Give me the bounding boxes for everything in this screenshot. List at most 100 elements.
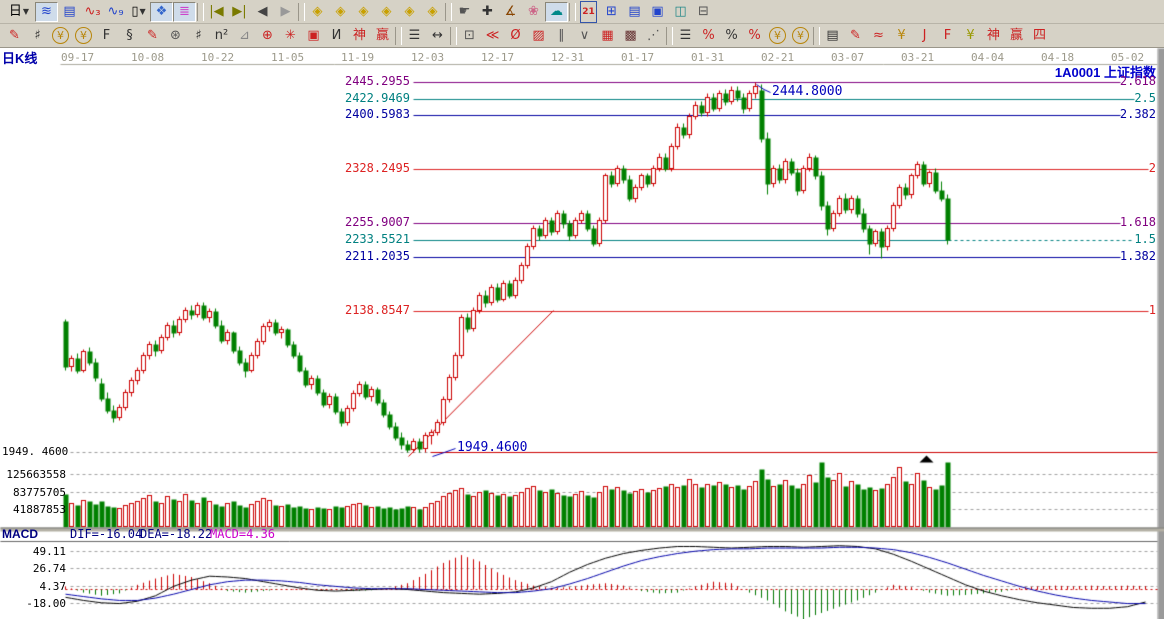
ink3-tool-icon[interactable]: ✎ bbox=[844, 26, 867, 46]
gold-circle-icon[interactable]: ¥ bbox=[49, 26, 72, 46]
macd-axis-label: -18.00 bbox=[26, 597, 66, 610]
wave9-icon[interactable]: ∿₉ bbox=[104, 2, 127, 22]
parallel-lines-icon[interactable]: ⋰ bbox=[642, 26, 665, 46]
arc-fan-icon[interactable]: Ø bbox=[504, 26, 527, 46]
multi-screen-icon[interactable]: ◫ bbox=[669, 2, 692, 22]
ruler-grid-icon[interactable]: ♯ bbox=[26, 26, 49, 46]
v-lines-icon[interactable]: ∨ bbox=[573, 26, 596, 46]
zoom-out-h-icon[interactable]: ◈ bbox=[352, 2, 375, 22]
indicator-window-icon[interactable]: ❖ bbox=[150, 1, 173, 22]
peak-annotation: 2444.8000 bbox=[772, 84, 843, 99]
color-bars-icon[interactable]: ≣ bbox=[173, 1, 196, 22]
volume-axis-label: 83775705 bbox=[13, 486, 66, 499]
macd-dea-value: DEA=-18.22 bbox=[140, 527, 213, 541]
date-axis-label: 04-04 bbox=[971, 51, 1005, 64]
expand-icon[interactable]: ◈ bbox=[421, 2, 444, 22]
gold-circle2-icon[interactable]: ¥ bbox=[72, 26, 95, 46]
ink2-tool-icon[interactable]: ✎ bbox=[141, 26, 164, 46]
macd-axis-label: 4.37 bbox=[39, 580, 67, 593]
si-trend-icon[interactable]: 四 bbox=[1028, 26, 1051, 46]
gold-circle4-icon[interactable]: ¥ bbox=[789, 26, 812, 46]
grid3-icon[interactable]: ♯ bbox=[187, 26, 210, 46]
calculator-icon[interactable]: ⊞ bbox=[600, 2, 623, 22]
flower-tool-icon[interactable]: ❀ bbox=[522, 2, 545, 22]
ray-fan-icon[interactable]: ≪ bbox=[481, 26, 504, 46]
pan-left-icon[interactable]: ◈ bbox=[306, 2, 329, 22]
date-axis-label: 12-03 bbox=[411, 51, 445, 64]
candle-style-button[interactable]: ▯ ▼ bbox=[127, 2, 150, 22]
gold2-trend-icon[interactable]: ¥ bbox=[959, 26, 982, 46]
gold-trend-icon[interactable]: ¥ bbox=[890, 26, 913, 46]
date-axis-label: 03-21 bbox=[901, 51, 935, 64]
info-panel-icon[interactable]: ▤ bbox=[58, 2, 81, 22]
burst-icon[interactable]: ✳ bbox=[279, 26, 302, 46]
gold-circle3-icon[interactable]: ¥ bbox=[766, 26, 789, 46]
prev-bar-icon[interactable]: ◀ bbox=[251, 2, 274, 22]
trend-lines-icon[interactable]: ∥ bbox=[550, 26, 573, 46]
save-icon[interactable]: ▣ bbox=[646, 2, 669, 22]
fib-level-ratio-label: 2.618 bbox=[1119, 74, 1156, 88]
target-red-icon[interactable]: ⊕ bbox=[256, 26, 279, 46]
shen-trend-icon[interactable]: 神 bbox=[982, 26, 1005, 46]
red-grid-icon[interactable]: ▦ bbox=[596, 26, 619, 46]
date-axis-label: 11-05 bbox=[271, 51, 305, 64]
square-spiral-icon[interactable]: ▣ bbox=[302, 26, 325, 46]
width-adjust-icon[interactable]: ↔ bbox=[426, 26, 449, 46]
crosshair-tool-icon[interactable]: ✚ bbox=[476, 2, 499, 22]
pan-right-icon[interactable]: ◈ bbox=[329, 2, 352, 22]
angle-tool-icon[interactable]: ∡ bbox=[499, 2, 522, 22]
compress-icon[interactable]: ◈ bbox=[398, 2, 421, 22]
symbol-title: 1A0001 上证指数 bbox=[1054, 65, 1156, 80]
percent-icon[interactable]: % bbox=[720, 26, 743, 46]
ai-analysis-icon[interactable]: ☁ bbox=[545, 1, 568, 22]
calendar-icon[interactable]: 21 bbox=[577, 0, 600, 23]
shen-icon[interactable]: 神 bbox=[348, 26, 371, 46]
pattern-view-icon[interactable]: ≋ bbox=[35, 1, 58, 22]
f-grid-icon[interactable]: F bbox=[95, 26, 118, 46]
ink-tool-icon[interactable]: ✎ bbox=[3, 26, 26, 46]
chart-canvas[interactable] bbox=[0, 48, 1164, 619]
fib-level-ratio-label: 2 bbox=[1148, 161, 1156, 175]
quote-list-icon[interactable]: ☰ bbox=[674, 26, 697, 46]
pennant-icon[interactable]: ⊿ bbox=[233, 26, 256, 46]
date-axis-label: 09-17 bbox=[61, 51, 95, 64]
toolbar-separator bbox=[298, 2, 305, 21]
percent-minus-icon[interactable]: % bbox=[743, 26, 766, 46]
dropdown-arrow-icon: ▼ bbox=[139, 6, 146, 16]
ying-trend-icon[interactable]: 赢 bbox=[1005, 26, 1028, 46]
abacus-icon[interactable]: ☰ bbox=[403, 26, 426, 46]
macd-panel-title: MACD bbox=[2, 527, 38, 541]
n2-icon[interactable]: n² bbox=[210, 26, 233, 46]
zoom-in-h-icon[interactable]: ◈ bbox=[375, 2, 398, 22]
fib-level-ratio-label: 1.382 bbox=[1119, 249, 1156, 263]
date-axis-label: 02-21 bbox=[761, 51, 795, 64]
wave3-icon[interactable]: ∿₃ bbox=[81, 2, 104, 22]
coil-icon[interactable]: § bbox=[118, 26, 141, 46]
k-mark-icon[interactable]: И bbox=[325, 26, 348, 46]
period-day-button[interactable]: 日 ▼ bbox=[3, 2, 35, 22]
date-axis-label: 10-08 bbox=[131, 51, 165, 64]
last-page-icon[interactable]: ▶| bbox=[228, 2, 251, 22]
gann-grid-icon[interactable]: ▨ bbox=[527, 26, 550, 46]
macd-macd-value: MACD=4.36 bbox=[210, 527, 276, 541]
notebook-icon[interactable]: ▤ bbox=[623, 2, 646, 22]
fib-level-price-label: 2445.2955 bbox=[344, 74, 410, 88]
wave-overlay-icon[interactable]: ≈ bbox=[867, 26, 890, 46]
ruler-list-icon[interactable]: ▤ bbox=[821, 26, 844, 46]
j-trend-icon[interactable]: J bbox=[913, 26, 936, 46]
ying-icon[interactable]: 赢 bbox=[371, 26, 394, 46]
fib-level-price-label: 2255.9007 bbox=[344, 215, 410, 229]
percent-line-icon[interactable]: % bbox=[697, 26, 720, 46]
hand-tool-icon[interactable]: ☛ bbox=[453, 2, 476, 22]
rect-draw-icon[interactable]: ⊡ bbox=[458, 26, 481, 46]
toolbar-row1: 日 ▼ ≋ ▤ ∿₃ ∿₉ ▯ ▼ ❖ ≣ |◀ ▶| ◀ ▶ ◈ ◈ ◈ ◈ ◈ ◈ ☛ ✚ ∡ ❀ ☁ 21 ⊞ ▤ ▣ ◫ ⊟ bbox=[0, 0, 1164, 24]
next-bar-icon[interactable]: ▶ bbox=[274, 2, 297, 22]
f-trend-icon[interactable]: F bbox=[936, 26, 959, 46]
first-page-icon[interactable]: |◀ bbox=[205, 2, 228, 22]
data-transfer-icon[interactable]: ⊟ bbox=[692, 2, 715, 22]
date-axis-label: 11-19 bbox=[341, 51, 375, 64]
dark-grid-icon[interactable]: ▩ bbox=[619, 26, 642, 46]
toolbar-separator bbox=[445, 2, 452, 21]
wheel-icon[interactable]: ⊛ bbox=[164, 26, 187, 46]
